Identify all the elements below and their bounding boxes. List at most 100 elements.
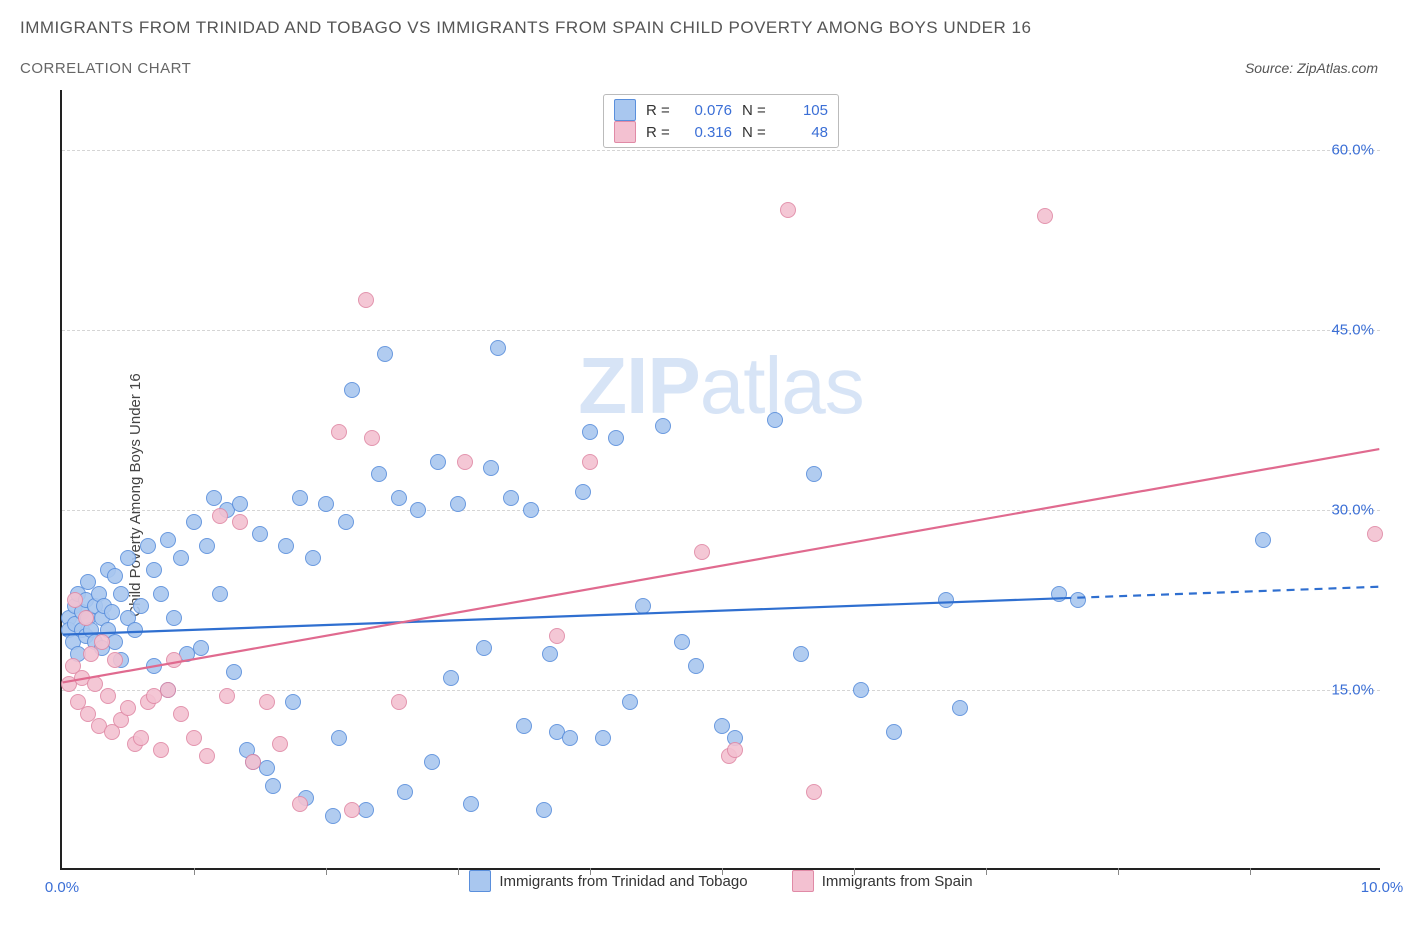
data-point-trinidad xyxy=(104,604,120,620)
data-point-trinidad xyxy=(483,460,499,476)
legend-label-trinidad: Immigrants from Trinidad and Tobago xyxy=(499,873,747,890)
data-point-spain xyxy=(100,688,116,704)
chart-subtitle: CORRELATION CHART xyxy=(20,60,191,77)
data-point-spain xyxy=(457,454,473,470)
data-point-spain xyxy=(78,610,94,626)
data-point-trinidad xyxy=(318,496,334,512)
legend-item-spain: Immigrants from Spain xyxy=(792,870,973,892)
data-point-spain xyxy=(549,628,565,644)
data-point-trinidad xyxy=(338,514,354,530)
data-point-spain xyxy=(582,454,598,470)
data-point-trinidad xyxy=(107,568,123,584)
x-minor-tick xyxy=(854,868,855,875)
legend-row-spain: R = 0.316 N = 48 xyxy=(614,121,828,143)
data-point-trinidad xyxy=(206,490,222,506)
n-value-trinidad: 105 xyxy=(780,102,828,119)
data-point-spain xyxy=(87,676,103,692)
swatch-spain xyxy=(614,121,636,143)
r-label: R = xyxy=(646,102,674,119)
data-point-trinidad xyxy=(424,754,440,770)
gridline-h xyxy=(62,510,1380,511)
r-value-spain: 0.316 xyxy=(684,124,732,141)
data-point-trinidad xyxy=(278,538,294,554)
data-point-trinidad xyxy=(1051,586,1067,602)
data-point-trinidad xyxy=(688,658,704,674)
data-point-spain xyxy=(199,748,215,764)
data-point-trinidad xyxy=(443,670,459,686)
data-point-trinidad xyxy=(410,502,426,518)
data-point-spain xyxy=(806,784,822,800)
correlation-legend: R = 0.076 N = 105 R = 0.316 N = 48 xyxy=(603,94,839,148)
data-point-spain xyxy=(245,754,261,770)
data-point-trinidad xyxy=(146,658,162,674)
x-minor-tick xyxy=(1250,868,1251,875)
data-point-spain xyxy=(133,730,149,746)
data-point-trinidad xyxy=(120,550,136,566)
data-point-trinidad xyxy=(582,424,598,440)
x-minor-tick xyxy=(722,868,723,875)
data-point-trinidad xyxy=(608,430,624,446)
y-tick-label: 30.0% xyxy=(1331,502,1374,519)
data-point-trinidad xyxy=(305,550,321,566)
data-point-trinidad xyxy=(140,538,156,554)
data-point-spain xyxy=(364,430,380,446)
x-tick-label: 0.0% xyxy=(45,879,79,896)
y-tick-label: 45.0% xyxy=(1331,322,1374,339)
gridline-h xyxy=(62,690,1380,691)
data-point-spain xyxy=(186,730,202,746)
data-point-trinidad xyxy=(562,730,578,746)
data-point-trinidad xyxy=(186,514,202,530)
data-point-trinidad xyxy=(199,538,215,554)
data-point-trinidad xyxy=(516,718,532,734)
data-point-spain xyxy=(1037,208,1053,224)
data-point-spain xyxy=(173,706,189,722)
data-point-spain xyxy=(153,742,169,758)
x-tick-label: 10.0% xyxy=(1361,879,1404,896)
x-minor-tick xyxy=(986,868,987,875)
r-label: R = xyxy=(646,124,674,141)
data-point-spain xyxy=(219,688,235,704)
data-point-spain xyxy=(780,202,796,218)
data-point-trinidad xyxy=(153,586,169,602)
data-point-trinidad xyxy=(938,592,954,608)
chart-container: Child Poverty Among Boys Under 16 ZIPatl… xyxy=(18,90,1388,900)
data-point-spain xyxy=(331,424,347,440)
data-point-trinidad xyxy=(166,610,182,626)
watermark: ZIPatlas xyxy=(578,340,863,432)
x-minor-tick xyxy=(458,868,459,875)
plot-area: ZIPatlas R = 0.076 N = 105 R = 0.316 N =… xyxy=(60,90,1380,870)
chart-title: IMMIGRANTS FROM TRINIDAD AND TOBAGO VS I… xyxy=(20,18,1031,38)
data-point-trinidad xyxy=(806,466,822,482)
data-point-trinidad xyxy=(476,640,492,656)
data-point-spain xyxy=(107,652,123,668)
data-point-spain xyxy=(166,652,182,668)
data-point-trinidad xyxy=(226,664,242,680)
data-point-trinidad xyxy=(952,700,968,716)
legend-item-trinidad: Immigrants from Trinidad and Tobago xyxy=(469,870,747,892)
data-point-trinidad xyxy=(397,784,413,800)
watermark-bold: ZIP xyxy=(578,341,699,430)
data-point-trinidad xyxy=(635,598,651,614)
data-point-trinidad xyxy=(331,730,347,746)
data-point-trinidad xyxy=(133,598,149,614)
data-point-trinidad xyxy=(113,586,129,602)
data-point-trinidad xyxy=(523,502,539,518)
data-point-trinidad xyxy=(391,490,407,506)
data-point-trinidad xyxy=(793,646,809,662)
data-point-spain xyxy=(259,694,275,710)
data-point-trinidad xyxy=(503,490,519,506)
y-tick-label: 60.0% xyxy=(1331,142,1374,159)
data-point-spain xyxy=(292,796,308,812)
data-point-trinidad xyxy=(232,496,248,512)
data-point-trinidad xyxy=(536,802,552,818)
data-point-spain xyxy=(358,292,374,308)
data-point-spain xyxy=(120,700,136,716)
data-point-trinidad xyxy=(595,730,611,746)
data-point-spain xyxy=(94,634,110,650)
n-label: N = xyxy=(742,102,770,119)
data-point-spain xyxy=(232,514,248,530)
data-point-trinidad xyxy=(146,562,162,578)
data-point-trinidad xyxy=(853,682,869,698)
data-point-trinidad xyxy=(575,484,591,500)
data-point-spain xyxy=(694,544,710,560)
